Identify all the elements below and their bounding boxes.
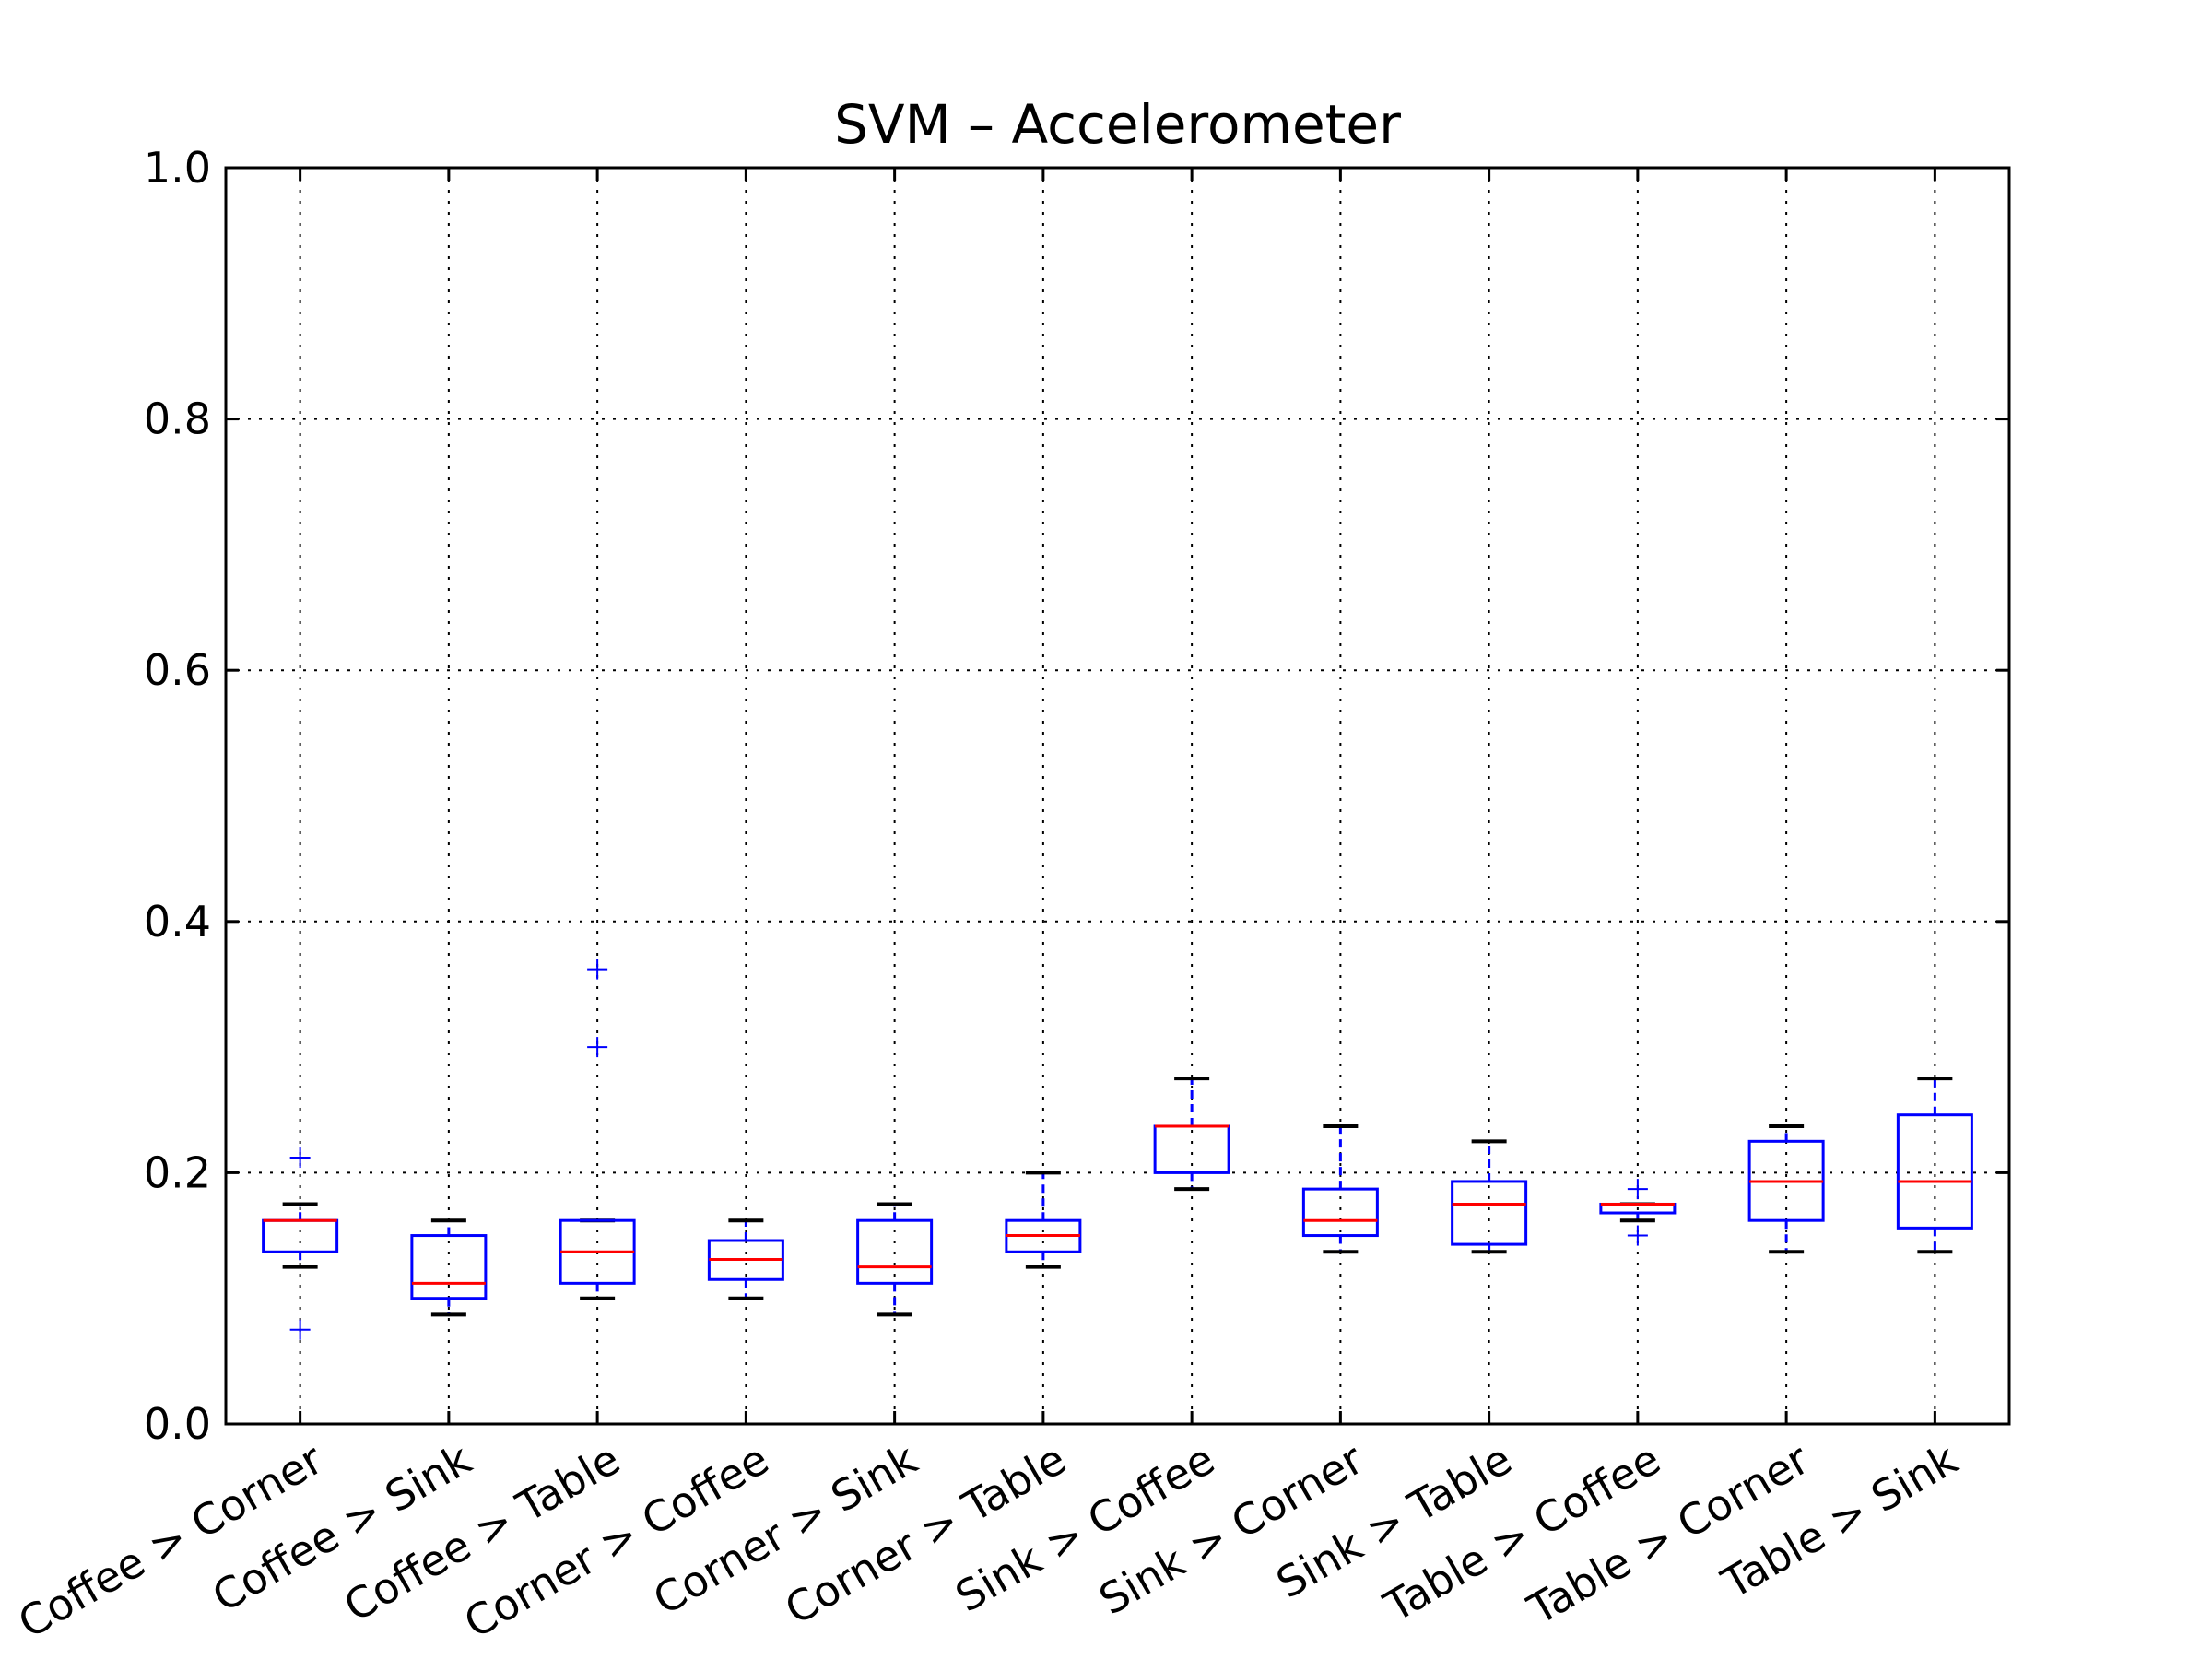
flier-marker <box>289 1147 311 1169</box>
y-tick-label: 0.2 <box>144 1147 211 1197</box>
box <box>410 1234 488 1300</box>
box <box>856 1218 934 1285</box>
box <box>1451 1180 1528 1246</box>
chart-title: SVM – Accelerometer <box>834 93 1401 156</box>
y-tick-label: 0.4 <box>144 897 211 947</box>
y-tick-label: 0.0 <box>144 1399 211 1449</box>
box <box>1896 1113 1973 1230</box>
box-group <box>1896 1077 1973 1254</box>
y-tick-label: 1.0 <box>144 143 211 193</box>
box-group <box>1153 1077 1230 1192</box>
flier-marker <box>587 1037 608 1058</box>
box-layer <box>262 959 1973 1340</box>
box-group <box>1005 1171 1082 1269</box>
box-group <box>559 959 636 1300</box>
box-group <box>262 1147 339 1340</box>
box-group <box>1451 1139 1528 1254</box>
plot-frame <box>224 166 2011 1426</box>
box-group <box>856 1202 934 1317</box>
box-group <box>707 1218 784 1300</box>
flier-marker <box>1627 1179 1648 1200</box>
flier-marker <box>289 1319 311 1340</box>
y-tick-label: 0.8 <box>144 394 211 444</box>
box-group <box>1599 1179 1677 1246</box>
box-group <box>1747 1124 1825 1254</box>
y-tick-label: 0.6 <box>144 645 211 695</box>
flier-marker <box>1627 1225 1648 1246</box>
box-group <box>410 1218 488 1317</box>
box-group <box>1301 1124 1379 1254</box>
box <box>1301 1187 1379 1238</box>
flier-marker <box>587 959 608 980</box>
